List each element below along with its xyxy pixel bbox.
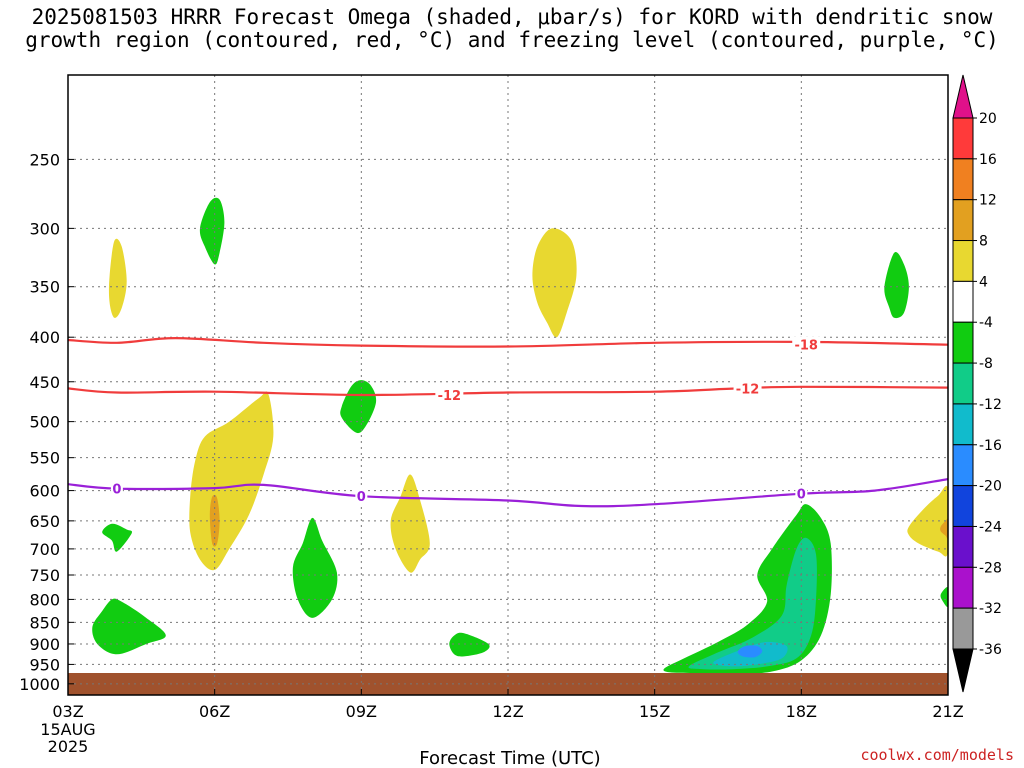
shade-sinking_4z bbox=[108, 238, 127, 318]
y-tick-label-900: 900 bbox=[29, 635, 60, 654]
shade-rising_4z_small bbox=[102, 523, 133, 552]
contour-label-0: -18 bbox=[794, 339, 818, 354]
y-tick-label-350: 350 bbox=[29, 278, 60, 297]
colorbar-label-8: -16 bbox=[979, 438, 1002, 454]
colorbar-box-12 bbox=[952, 607, 974, 650]
x-tick-label-09Z: 09Z bbox=[346, 702, 377, 721]
colorbar: 20 16 12 8 4 -4 -8 -12 -16 -20 -24 -28 -32 -36 bbox=[952, 74, 1002, 693]
y-tick-label-700: 700 bbox=[29, 540, 60, 559]
contour-label-bg-5 bbox=[795, 485, 808, 501]
shade-sinking_10z bbox=[390, 474, 430, 573]
x-tick-label-18Z: 18Z bbox=[786, 702, 817, 721]
x-tick-extra-0: 15AUG bbox=[40, 720, 95, 739]
colorbar-label-7: -12 bbox=[979, 397, 1002, 413]
colorbar-box-5 bbox=[952, 321, 974, 364]
y-tick-label-950: 950 bbox=[29, 655, 60, 674]
shade-sinking_13z bbox=[532, 228, 577, 338]
omega-shading bbox=[92, 197, 948, 675]
shade-rising_9z_mid bbox=[340, 380, 377, 434]
colorbar-label-13: -36 bbox=[979, 642, 1002, 658]
colorbar-box-0 bbox=[952, 117, 974, 160]
colorbar-label-3: 8 bbox=[979, 234, 988, 250]
x-tick-extra-1: 2025 bbox=[48, 737, 89, 756]
shade-sinking_6z bbox=[189, 391, 274, 571]
colorbar-top-triangle bbox=[952, 74, 974, 119]
colorbar-box-2 bbox=[952, 199, 974, 242]
contour-label-4: 0 bbox=[357, 490, 366, 505]
contour-label-2: -12 bbox=[736, 382, 760, 397]
contour-label-bg-3 bbox=[110, 480, 123, 496]
shade-rising_6z_upper bbox=[199, 197, 225, 265]
x-axis-label: Forecast Time (UTC) bbox=[419, 748, 600, 768]
shade-rising_17z_teal bbox=[688, 537, 817, 670]
contour-label-bg-4 bbox=[355, 488, 368, 504]
x-tick-label-15Z: 15Z bbox=[639, 702, 670, 721]
terrain-layer bbox=[68, 673, 948, 695]
colorbar-label-5: -4 bbox=[979, 315, 993, 331]
shade-rising_4z_low bbox=[92, 598, 166, 655]
contour-label-bg-2 bbox=[733, 380, 762, 396]
colorbar-label-2: 12 bbox=[979, 193, 997, 209]
y-tick-label-550: 550 bbox=[29, 449, 60, 468]
shade-rising_8z bbox=[292, 517, 338, 618]
colorbar-label-12: -32 bbox=[979, 601, 1002, 617]
colorbar-box-3 bbox=[952, 240, 974, 282]
colorbar-box-7 bbox=[952, 403, 974, 446]
contour-dgz_-18 bbox=[68, 336, 948, 348]
shade-rising_17z_blue bbox=[737, 645, 763, 658]
shade-rising_20z_upper bbox=[884, 251, 909, 319]
y-tick-label-750: 750 bbox=[29, 566, 60, 585]
contour-label-1: -12 bbox=[438, 389, 462, 404]
terrain-band bbox=[68, 673, 948, 695]
title: 2025081503 HRRR Forecast Omega (shaded, … bbox=[0, 6, 1024, 52]
contour-label-3: 0 bbox=[112, 483, 121, 498]
contour-label-bg-0 bbox=[792, 336, 821, 352]
shade-sinking_21z bbox=[907, 485, 948, 557]
shade-sinking_21z_orange bbox=[940, 518, 948, 539]
y-tick-label-250: 250 bbox=[29, 150, 60, 169]
colorbar-box-11 bbox=[952, 566, 974, 609]
axes: 250 300 350 400 450 500 550 600 650 700 750 800 850 9… bbox=[19, 150, 963, 756]
temperature-contours bbox=[68, 336, 948, 508]
contour-freezing_0 bbox=[68, 478, 948, 508]
contour-label-5: 0 bbox=[797, 488, 806, 503]
contour-labels: -18 -12 -12 0 0 0 bbox=[110, 336, 821, 505]
y-tick-label-400: 400 bbox=[29, 328, 60, 347]
colorbar-label-11: -28 bbox=[979, 560, 1002, 576]
y-tick-label-1000: 1000 bbox=[19, 675, 60, 694]
x-tick-label-06Z: 06Z bbox=[199, 702, 230, 721]
shade-rising_11z bbox=[449, 632, 490, 657]
y-tick-label-300: 300 bbox=[29, 219, 60, 238]
colorbar-label-0: 20 bbox=[979, 111, 997, 127]
shade-rising_21z_edge bbox=[940, 587, 948, 607]
colorbar-bottom-triangle bbox=[952, 648, 974, 693]
x-tick-label-03Z: 03Z bbox=[52, 702, 83, 721]
credit-text: coolwx.com/models bbox=[860, 746, 1014, 764]
colorbar-label-9: -20 bbox=[979, 479, 1002, 495]
colorbar-box-8 bbox=[952, 444, 974, 487]
colorbar-label-10: -24 bbox=[979, 519, 1002, 535]
y-tick-label-850: 850 bbox=[29, 613, 60, 632]
y-tick-label-800: 800 bbox=[29, 590, 60, 609]
contour-label-bg-1 bbox=[435, 386, 464, 402]
colorbar-box-4 bbox=[952, 280, 974, 323]
y-tick-label-650: 650 bbox=[29, 512, 60, 531]
colorbar-label-4: 4 bbox=[979, 274, 988, 290]
x-tick-label-21Z: 21Z bbox=[932, 702, 963, 721]
colorbar-label-6: -8 bbox=[979, 356, 993, 372]
colorbar-label-1: 16 bbox=[979, 152, 997, 168]
y-tick-label-500: 500 bbox=[29, 413, 60, 432]
title-line-1: 2025081503 HRRR Forecast Omega (shaded, … bbox=[31, 5, 993, 29]
contour-dgz_-12 bbox=[68, 385, 948, 397]
y-tick-label-600: 600 bbox=[29, 482, 60, 501]
title-line-2: growth region (contoured, red, °C) and f… bbox=[25, 28, 999, 52]
colorbar-box-9 bbox=[952, 485, 974, 527]
colorbar-box-6 bbox=[952, 362, 974, 405]
x-tick-label-12Z: 12Z bbox=[492, 702, 523, 721]
y-tick-label-450: 450 bbox=[29, 373, 60, 392]
colorbar-box-10 bbox=[952, 525, 974, 568]
colorbar-box-1 bbox=[952, 158, 974, 201]
